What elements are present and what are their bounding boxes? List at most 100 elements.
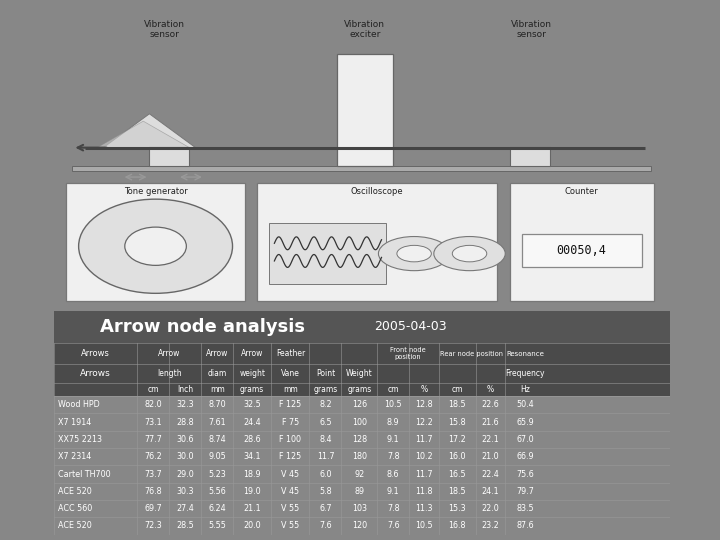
Text: Arrows: Arrows <box>81 349 110 358</box>
Text: 15.8: 15.8 <box>449 417 466 427</box>
Text: 103: 103 <box>352 504 366 513</box>
Text: Rear node position: Rear node position <box>441 350 503 356</box>
Text: 92: 92 <box>354 469 364 478</box>
Text: Resonance: Resonance <box>506 350 544 356</box>
Text: 9.1: 9.1 <box>387 435 400 444</box>
Text: V 55: V 55 <box>282 504 300 513</box>
Text: 7.6: 7.6 <box>319 522 332 530</box>
Text: 128: 128 <box>352 435 367 444</box>
Text: 10.2: 10.2 <box>415 452 433 461</box>
Text: 21.1: 21.1 <box>243 504 261 513</box>
Bar <box>510 183 654 301</box>
Text: 8.6: 8.6 <box>387 469 400 478</box>
Circle shape <box>452 245 487 262</box>
Text: 28.5: 28.5 <box>176 522 194 530</box>
Text: 22.0: 22.0 <box>482 504 500 513</box>
Text: 15.3: 15.3 <box>449 504 466 513</box>
Text: 75.6: 75.6 <box>516 469 534 478</box>
Text: ACE 520: ACE 520 <box>58 522 91 530</box>
Bar <box>269 222 387 285</box>
Text: Point: Point <box>316 369 335 378</box>
Text: 24.1: 24.1 <box>482 487 499 496</box>
Text: 30.6: 30.6 <box>176 435 194 444</box>
Text: 120: 120 <box>352 522 367 530</box>
Text: 6.5: 6.5 <box>319 417 332 427</box>
Text: 12.8: 12.8 <box>415 400 433 409</box>
Text: length: length <box>157 369 181 378</box>
Text: 77.7: 77.7 <box>144 435 162 444</box>
Text: 69.7: 69.7 <box>144 504 162 513</box>
Text: Counter: Counter <box>564 187 598 197</box>
Polygon shape <box>97 121 189 147</box>
Circle shape <box>379 237 450 271</box>
Text: cm: cm <box>451 385 463 394</box>
Text: F 125: F 125 <box>279 452 302 461</box>
Text: 18.5: 18.5 <box>449 487 466 496</box>
Text: 8.4: 8.4 <box>319 435 332 444</box>
Text: 00050,4: 00050,4 <box>557 244 606 257</box>
Text: 28.8: 28.8 <box>176 417 194 427</box>
Text: Feather: Feather <box>276 349 305 358</box>
Text: 29.0: 29.0 <box>176 469 194 478</box>
Polygon shape <box>103 114 196 147</box>
Text: Inch: Inch <box>177 385 193 394</box>
Text: V 45: V 45 <box>282 469 300 478</box>
Text: grams: grams <box>240 385 264 394</box>
Bar <box>150 147 189 166</box>
Text: 5.23: 5.23 <box>208 469 226 478</box>
Text: 16.8: 16.8 <box>449 522 466 530</box>
Text: Weight: Weight <box>346 369 373 378</box>
Text: mm: mm <box>283 385 298 394</box>
Text: ACC 560: ACC 560 <box>58 504 92 513</box>
Text: 72.3: 72.3 <box>144 522 162 530</box>
Circle shape <box>397 245 431 262</box>
Text: F 125: F 125 <box>279 400 302 409</box>
Text: F 75: F 75 <box>282 417 299 427</box>
Text: 7.8: 7.8 <box>387 504 400 513</box>
Text: 8.74: 8.74 <box>208 435 226 444</box>
Text: 10.5: 10.5 <box>415 522 433 530</box>
Bar <box>257 183 498 301</box>
Text: 27.4: 27.4 <box>176 504 194 513</box>
Text: 30.3: 30.3 <box>176 487 194 496</box>
Text: 79.7: 79.7 <box>516 487 534 496</box>
Text: 7.8: 7.8 <box>387 452 400 461</box>
Bar <box>54 310 670 343</box>
Text: 11.8: 11.8 <box>415 487 433 496</box>
Text: grams: grams <box>347 385 372 394</box>
Text: 82.0: 82.0 <box>144 400 162 409</box>
Text: 5.55: 5.55 <box>208 522 226 530</box>
Bar <box>337 54 392 166</box>
Text: 73.7: 73.7 <box>144 469 162 478</box>
Text: 19.0: 19.0 <box>243 487 261 496</box>
Text: Arrows: Arrows <box>80 369 111 378</box>
Text: 7.61: 7.61 <box>208 417 226 427</box>
Bar <box>522 234 642 267</box>
Text: 18.5: 18.5 <box>449 400 466 409</box>
Text: 126: 126 <box>352 400 367 409</box>
Text: Arrow: Arrow <box>158 349 180 358</box>
Text: 11.7: 11.7 <box>317 452 334 461</box>
Text: 50.4: 50.4 <box>516 400 534 409</box>
Text: 30.0: 30.0 <box>176 452 194 461</box>
Text: 6.0: 6.0 <box>319 469 332 478</box>
Text: 7.6: 7.6 <box>387 522 400 530</box>
Text: 34.1: 34.1 <box>243 452 261 461</box>
Ellipse shape <box>78 199 233 293</box>
Text: Arrow node analysis: Arrow node analysis <box>100 318 305 336</box>
Text: F 100: F 100 <box>279 435 302 444</box>
Text: 22.4: 22.4 <box>482 469 500 478</box>
Text: 83.5: 83.5 <box>516 504 534 513</box>
Text: Vibration
exciter: Vibration exciter <box>344 19 385 39</box>
Text: 67.0: 67.0 <box>516 435 534 444</box>
Text: 65.9: 65.9 <box>516 417 534 427</box>
Text: 6.7: 6.7 <box>319 504 332 513</box>
Bar <box>54 343 670 396</box>
Text: Vane: Vane <box>281 369 300 378</box>
Text: 8.2: 8.2 <box>319 400 332 409</box>
Ellipse shape <box>125 227 186 265</box>
Text: Front node
position: Front node position <box>390 347 426 360</box>
Text: mm: mm <box>210 385 225 394</box>
Text: 24.4: 24.4 <box>243 417 261 427</box>
Text: Arrow: Arrow <box>241 349 264 358</box>
